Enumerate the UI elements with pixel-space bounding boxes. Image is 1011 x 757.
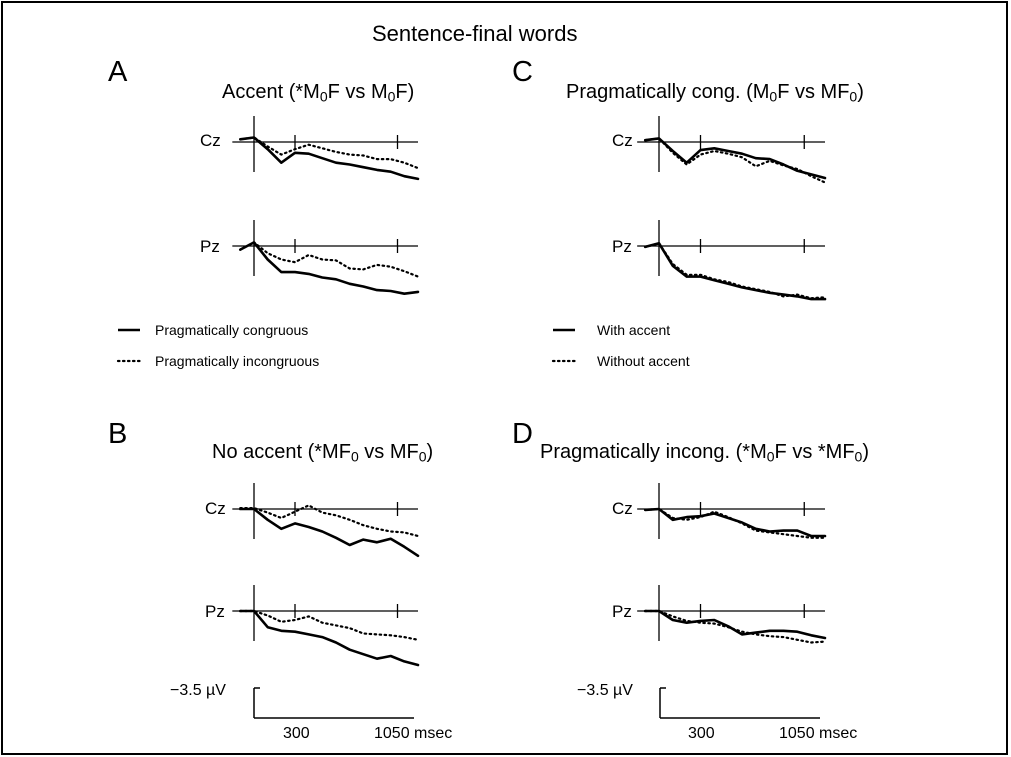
channel-label-c-pz: Pz [612,237,632,256]
scale-tick-1050-left: 1050 msec [374,725,453,742]
channel-label-c-cz: Cz [612,131,633,150]
panel-letter-c: C [512,56,533,88]
scale-tick-300-right: 300 [688,725,715,742]
panel-letter-d: D [512,418,533,450]
trace-solid-d-pz [643,609,827,640]
scale-amplitude-label-right: −3.5 µV [577,682,633,699]
channel-label-a-pz: Pz [200,237,220,256]
legend-right-solid-label: With accent [597,322,671,338]
trace-solid-c-pz [643,242,827,301]
legend-right-dotted-label: Without accent [597,353,690,369]
trace-solid-d-cz [643,507,827,538]
trace-dotted-b-cz [239,504,420,538]
trace-dotted-d-cz [644,507,827,539]
channel-label-d-pz: Pz [612,602,632,621]
trace-dotted-a-cz [239,136,420,170]
trace-dotted-c-cz [644,137,827,184]
legend-left-dotted-label: Pragmatically incongruous [155,353,320,369]
channel-label-d-cz: Cz [612,499,633,518]
scale-amplitude-label-left: −3.5 µV [170,682,226,699]
panel-letter-b: B [108,418,128,450]
trace-solid-a-cz [239,136,420,181]
trace-dotted-d-pz [644,609,827,644]
trace-solid-b-cz [239,507,420,558]
trace-dotted-c-pz [644,242,827,300]
figure-title: Sentence-final words [372,21,578,46]
panel-title-b: No accent (*MF0 vs MF0) [212,441,434,465]
channel-label-a-cz: Cz [200,131,221,150]
scale-tick-300-left: 300 [283,725,310,742]
channel-label-b-pz: Pz [205,602,225,621]
panel-letter-a: A [108,56,128,88]
trace-solid-c-cz [643,137,827,180]
panel-title-a: Accent (*M0F vs M0F) [222,81,415,105]
trace-solid-b-pz [239,609,420,667]
scale-tick-1050-right: 1050 msec [779,725,858,742]
channel-label-b-cz: Cz [205,499,226,518]
trace-dotted-b-pz [239,609,420,641]
trace-solid-a-pz [239,241,420,296]
legend-left-solid-label: Pragmatically congruous [155,322,309,338]
panel-title-d: Pragmatically incong. (*M0F vs *MF0) [540,441,870,465]
panel-title-c: Pragmatically cong. (M0F vs MF0) [566,81,864,105]
trace-dotted-a-pz [239,241,420,278]
